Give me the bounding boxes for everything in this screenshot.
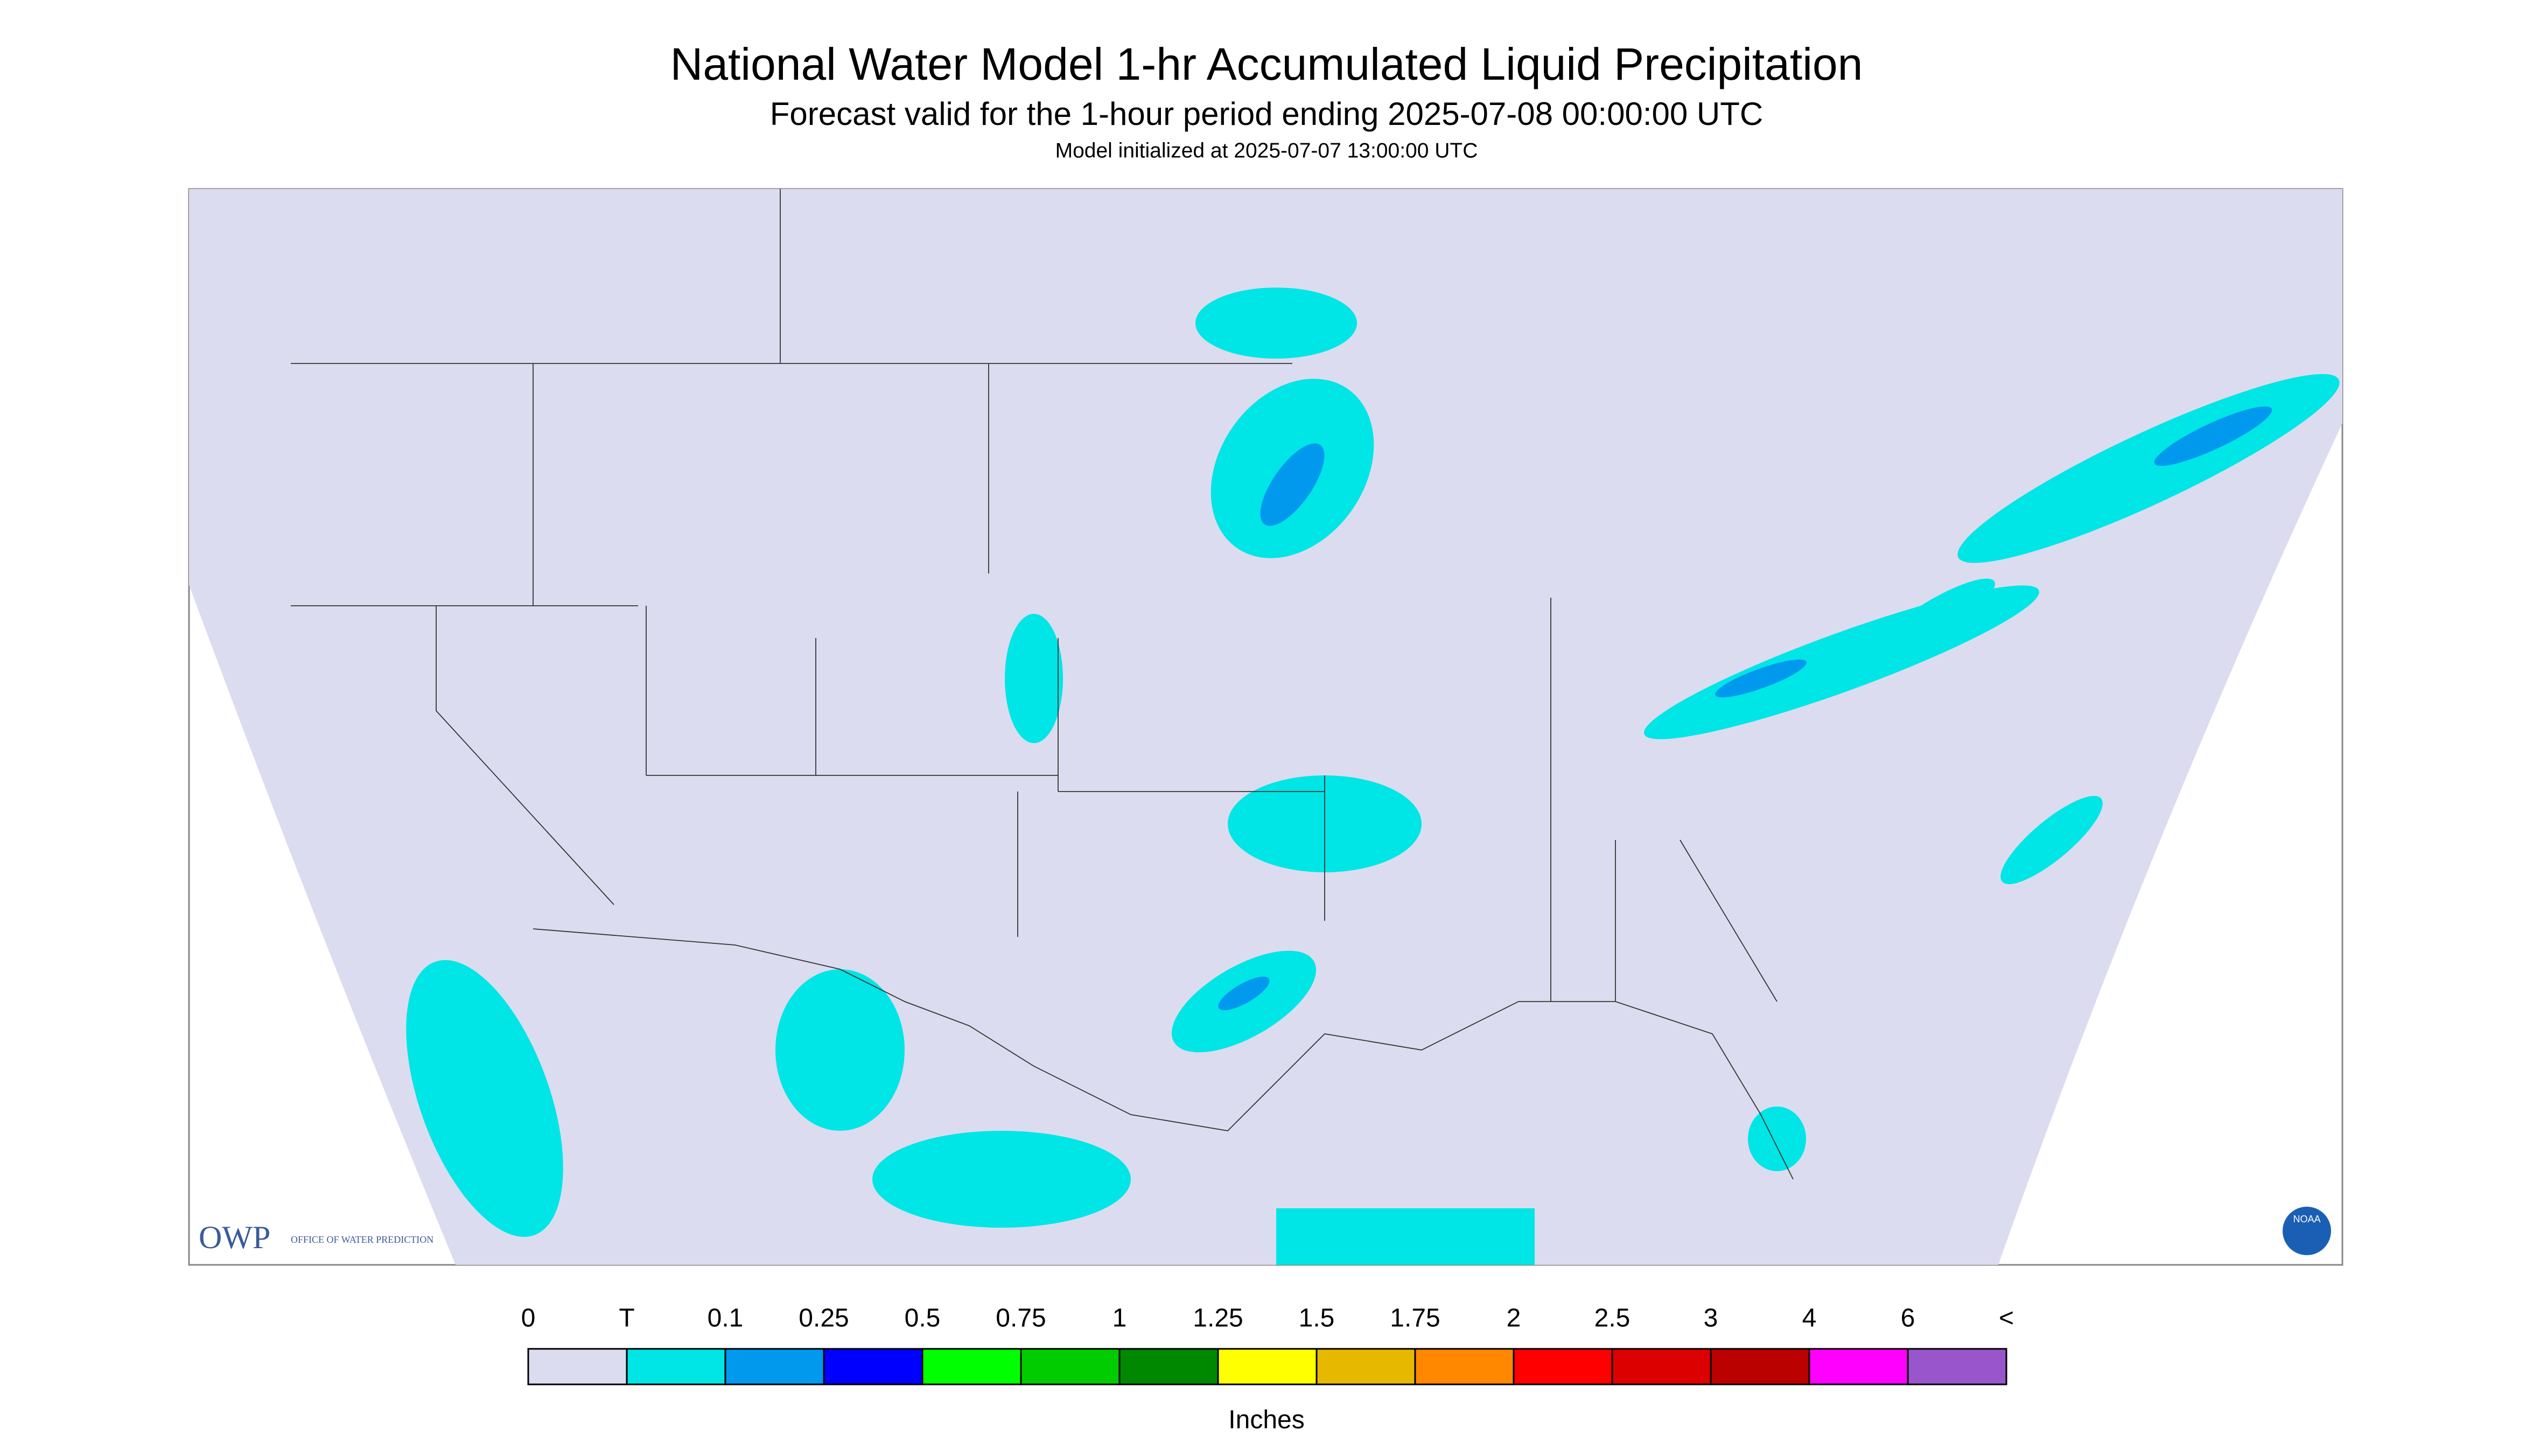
colorbar-label: 0 bbox=[521, 1304, 536, 1333]
colorbar-box bbox=[1808, 1348, 1909, 1385]
colorbar: 0 T 0.1 0.25 0.5 0.75 1 1.25 1.5 1.75 2 2.5 3 4 6 < bbox=[521, 1304, 2014, 1385]
map: OWP OFFICE OF WATER PREDICTION NOAA bbox=[188, 188, 2343, 1266]
colorbar-label: 3 bbox=[1704, 1304, 1718, 1333]
colorbar-label: 0.25 bbox=[799, 1304, 849, 1333]
colorbar-units: Inches bbox=[1228, 1406, 1304, 1434]
colorbar-label: 1.25 bbox=[1193, 1304, 1243, 1333]
colorbar-label: 2.5 bbox=[1594, 1304, 1631, 1333]
owp-logo-text: OFFICE OF WATER PREDICTION bbox=[291, 1234, 433, 1245]
init-time: Model initialized at 2025-07-07 13:00:00… bbox=[1055, 139, 1478, 162]
colorbar-box bbox=[1217, 1348, 1318, 1385]
colorbar-box bbox=[921, 1348, 1022, 1385]
colorbar-box bbox=[1907, 1348, 2007, 1385]
precip-moderate bbox=[1218, 406, 2272, 1011]
colorbar-box bbox=[527, 1348, 628, 1385]
colorbar-label: 6 bbox=[1901, 1304, 1915, 1333]
colorbar-box bbox=[1710, 1348, 1810, 1385]
colorbar-box bbox=[1020, 1348, 1121, 1385]
boundaries bbox=[291, 189, 1794, 1180]
colorbar-box bbox=[626, 1348, 726, 1385]
subtitle: Forecast valid for the 1-hour period end… bbox=[770, 96, 1763, 132]
colorbar-box bbox=[1316, 1348, 1416, 1385]
colorbar-label: 1.5 bbox=[1299, 1304, 1335, 1333]
colorbar-label: 2 bbox=[1507, 1304, 1521, 1333]
colorbar-label: 0.5 bbox=[905, 1304, 941, 1333]
colorbar-label: 1.75 bbox=[1390, 1304, 1440, 1333]
colorbar-label: < bbox=[1999, 1304, 2014, 1333]
colorbar-box bbox=[1611, 1348, 1712, 1385]
owp-logo: OWP bbox=[199, 1220, 270, 1255]
colorbar-label: 4 bbox=[1802, 1304, 1817, 1333]
colorbar-box bbox=[724, 1348, 825, 1385]
colorbar-box bbox=[1118, 1348, 1219, 1385]
colorbar-box bbox=[823, 1348, 923, 1385]
noaa-logo bbox=[2283, 1207, 2331, 1256]
map-domain bbox=[189, 189, 2342, 1265]
colorbar-label: T bbox=[619, 1304, 634, 1333]
colorbar-label: 1 bbox=[1112, 1304, 1127, 1333]
colorbar-box bbox=[1513, 1348, 1613, 1385]
title: National Water Model 1-hr Accumulated Li… bbox=[670, 39, 1863, 89]
colorbar-box bbox=[1414, 1348, 1515, 1385]
colorbar-label: 0.75 bbox=[996, 1304, 1046, 1333]
colorbar-label: 0.1 bbox=[708, 1304, 744, 1333]
noaa-logo-text: NOAA bbox=[2293, 1214, 2320, 1224]
